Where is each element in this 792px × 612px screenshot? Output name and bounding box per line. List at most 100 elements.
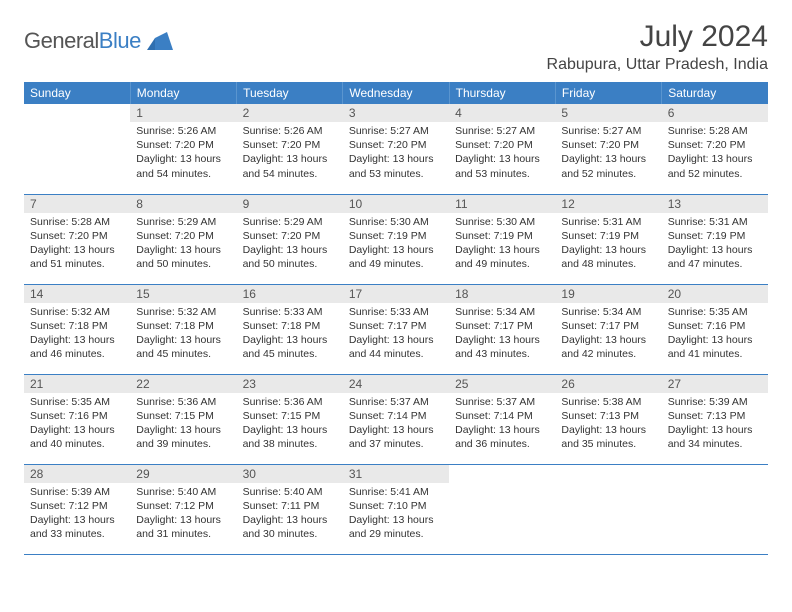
- calendar-body: 1Sunrise: 5:26 AMSunset: 7:20 PMDaylight…: [24, 104, 768, 554]
- calendar-cell: 14Sunrise: 5:32 AMSunset: 7:18 PMDayligh…: [24, 284, 130, 374]
- calendar-table: SundayMondayTuesdayWednesdayThursdayFrid…: [24, 82, 768, 555]
- day-body: Sunrise: 5:37 AMSunset: 7:14 PMDaylight:…: [343, 393, 449, 456]
- logo-mark-icon: [147, 32, 173, 50]
- day-number: 9: [237, 195, 343, 213]
- day-body: Sunrise: 5:33 AMSunset: 7:17 PMDaylight:…: [343, 303, 449, 366]
- day-number: 7: [24, 195, 130, 213]
- calendar-cell: 30Sunrise: 5:40 AMSunset: 7:11 PMDayligh…: [237, 464, 343, 554]
- calendar-cell: 25Sunrise: 5:37 AMSunset: 7:14 PMDayligh…: [449, 374, 555, 464]
- day-number: 27: [662, 375, 768, 393]
- day-header: Sunday: [24, 82, 130, 104]
- day-number: 15: [130, 285, 236, 303]
- day-number: 14: [24, 285, 130, 303]
- day-number: 30: [237, 465, 343, 483]
- day-number: 18: [449, 285, 555, 303]
- day-body: Sunrise: 5:40 AMSunset: 7:12 PMDaylight:…: [130, 483, 236, 546]
- day-number: 23: [237, 375, 343, 393]
- top-row: GeneralBlue July 2024 Rabupura, Uttar Pr…: [24, 20, 768, 74]
- day-header: Tuesday: [237, 82, 343, 104]
- calendar-cell: 13Sunrise: 5:31 AMSunset: 7:19 PMDayligh…: [662, 194, 768, 284]
- logo: GeneralBlue: [24, 28, 173, 54]
- day-number: 10: [343, 195, 449, 213]
- calendar-cell: 7Sunrise: 5:28 AMSunset: 7:20 PMDaylight…: [24, 194, 130, 284]
- day-body: Sunrise: 5:29 AMSunset: 7:20 PMDaylight:…: [237, 213, 343, 276]
- day-number: 31: [343, 465, 449, 483]
- title-block: July 2024 Rabupura, Uttar Pradesh, India: [547, 20, 768, 74]
- day-number: 11: [449, 195, 555, 213]
- calendar-cell: 4Sunrise: 5:27 AMSunset: 7:20 PMDaylight…: [449, 104, 555, 194]
- day-body: Sunrise: 5:28 AMSunset: 7:20 PMDaylight:…: [662, 122, 768, 185]
- day-body: Sunrise: 5:26 AMSunset: 7:20 PMDaylight:…: [130, 122, 236, 185]
- logo-word-2: Blue: [99, 28, 141, 53]
- day-number: 3: [343, 104, 449, 122]
- calendar-cell: 31Sunrise: 5:41 AMSunset: 7:10 PMDayligh…: [343, 464, 449, 554]
- day-body: Sunrise: 5:32 AMSunset: 7:18 PMDaylight:…: [130, 303, 236, 366]
- calendar-cell: 8Sunrise: 5:29 AMSunset: 7:20 PMDaylight…: [130, 194, 236, 284]
- day-number: 24: [343, 375, 449, 393]
- calendar-cell: 2Sunrise: 5:26 AMSunset: 7:20 PMDaylight…: [237, 104, 343, 194]
- day-number: 6: [662, 104, 768, 122]
- page-title: July 2024: [547, 20, 768, 54]
- calendar-row: 14Sunrise: 5:32 AMSunset: 7:18 PMDayligh…: [24, 284, 768, 374]
- day-number: 2: [237, 104, 343, 122]
- day-header: Saturday: [662, 82, 768, 104]
- calendar-cell: 10Sunrise: 5:30 AMSunset: 7:19 PMDayligh…: [343, 194, 449, 284]
- calendar-cell: 26Sunrise: 5:38 AMSunset: 7:13 PMDayligh…: [555, 374, 661, 464]
- calendar-page: GeneralBlue July 2024 Rabupura, Uttar Pr…: [0, 0, 792, 575]
- day-number: 19: [555, 285, 661, 303]
- day-body: Sunrise: 5:27 AMSunset: 7:20 PMDaylight:…: [449, 122, 555, 185]
- day-body: Sunrise: 5:29 AMSunset: 7:20 PMDaylight:…: [130, 213, 236, 276]
- calendar-row: 28Sunrise: 5:39 AMSunset: 7:12 PMDayligh…: [24, 464, 768, 554]
- day-body: Sunrise: 5:39 AMSunset: 7:12 PMDaylight:…: [24, 483, 130, 546]
- day-number: 26: [555, 375, 661, 393]
- day-number: 29: [130, 465, 236, 483]
- day-header: Friday: [555, 82, 661, 104]
- day-body: Sunrise: 5:31 AMSunset: 7:19 PMDaylight:…: [555, 213, 661, 276]
- logo-text: GeneralBlue: [24, 28, 141, 54]
- day-body: Sunrise: 5:30 AMSunset: 7:19 PMDaylight:…: [343, 213, 449, 276]
- calendar-cell: 16Sunrise: 5:33 AMSunset: 7:18 PMDayligh…: [237, 284, 343, 374]
- day-number: 1: [130, 104, 236, 122]
- calendar-cell: [555, 464, 661, 554]
- calendar-cell: 23Sunrise: 5:36 AMSunset: 7:15 PMDayligh…: [237, 374, 343, 464]
- day-number: 28: [24, 465, 130, 483]
- calendar-head: SundayMondayTuesdayWednesdayThursdayFrid…: [24, 82, 768, 104]
- day-body: Sunrise: 5:37 AMSunset: 7:14 PMDaylight:…: [449, 393, 555, 456]
- day-body: Sunrise: 5:35 AMSunset: 7:16 PMDaylight:…: [24, 393, 130, 456]
- day-number: 25: [449, 375, 555, 393]
- calendar-cell: 3Sunrise: 5:27 AMSunset: 7:20 PMDaylight…: [343, 104, 449, 194]
- calendar-cell: [662, 464, 768, 554]
- day-body: Sunrise: 5:26 AMSunset: 7:20 PMDaylight:…: [237, 122, 343, 185]
- day-number: 12: [555, 195, 661, 213]
- day-body: Sunrise: 5:33 AMSunset: 7:18 PMDaylight:…: [237, 303, 343, 366]
- calendar-cell: [24, 104, 130, 194]
- day-body: Sunrise: 5:35 AMSunset: 7:16 PMDaylight:…: [662, 303, 768, 366]
- day-body: Sunrise: 5:34 AMSunset: 7:17 PMDaylight:…: [555, 303, 661, 366]
- calendar-cell: 18Sunrise: 5:34 AMSunset: 7:17 PMDayligh…: [449, 284, 555, 374]
- calendar-cell: 27Sunrise: 5:39 AMSunset: 7:13 PMDayligh…: [662, 374, 768, 464]
- calendar-cell: 22Sunrise: 5:36 AMSunset: 7:15 PMDayligh…: [130, 374, 236, 464]
- day-body: Sunrise: 5:30 AMSunset: 7:19 PMDaylight:…: [449, 213, 555, 276]
- logo-word-1: General: [24, 28, 99, 53]
- calendar-cell: 6Sunrise: 5:28 AMSunset: 7:20 PMDaylight…: [662, 104, 768, 194]
- calendar-cell: 21Sunrise: 5:35 AMSunset: 7:16 PMDayligh…: [24, 374, 130, 464]
- day-number: 4: [449, 104, 555, 122]
- calendar-row: 1Sunrise: 5:26 AMSunset: 7:20 PMDaylight…: [24, 104, 768, 194]
- calendar-cell: 17Sunrise: 5:33 AMSunset: 7:17 PMDayligh…: [343, 284, 449, 374]
- day-body: Sunrise: 5:31 AMSunset: 7:19 PMDaylight:…: [662, 213, 768, 276]
- calendar-cell: 1Sunrise: 5:26 AMSunset: 7:20 PMDaylight…: [130, 104, 236, 194]
- calendar-cell: 20Sunrise: 5:35 AMSunset: 7:16 PMDayligh…: [662, 284, 768, 374]
- calendar-cell: 11Sunrise: 5:30 AMSunset: 7:19 PMDayligh…: [449, 194, 555, 284]
- calendar-cell: 28Sunrise: 5:39 AMSunset: 7:12 PMDayligh…: [24, 464, 130, 554]
- day-number: 17: [343, 285, 449, 303]
- day-body: Sunrise: 5:36 AMSunset: 7:15 PMDaylight:…: [237, 393, 343, 456]
- day-body: Sunrise: 5:32 AMSunset: 7:18 PMDaylight:…: [24, 303, 130, 366]
- day-body: Sunrise: 5:28 AMSunset: 7:20 PMDaylight:…: [24, 213, 130, 276]
- day-body: Sunrise: 5:41 AMSunset: 7:10 PMDaylight:…: [343, 483, 449, 546]
- day-header: Wednesday: [343, 82, 449, 104]
- calendar-cell: 9Sunrise: 5:29 AMSunset: 7:20 PMDaylight…: [237, 194, 343, 284]
- day-number: 22: [130, 375, 236, 393]
- calendar-row: 7Sunrise: 5:28 AMSunset: 7:20 PMDaylight…: [24, 194, 768, 284]
- day-number: 16: [237, 285, 343, 303]
- day-number: 20: [662, 285, 768, 303]
